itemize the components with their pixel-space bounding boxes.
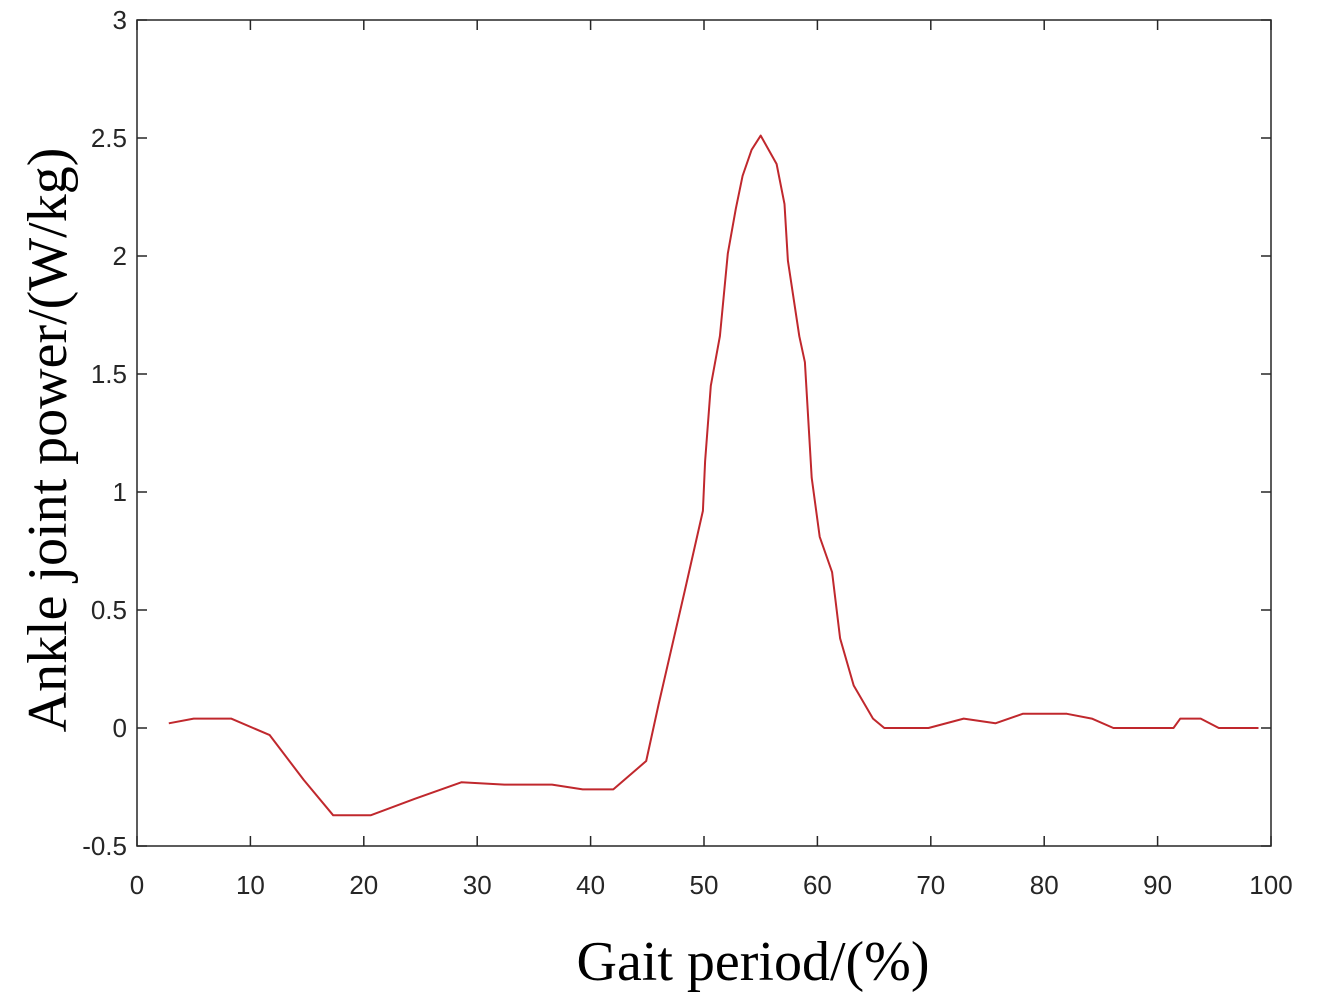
x-tick-label: 70	[916, 870, 945, 900]
x-tick-label: 90	[1143, 870, 1172, 900]
x-tick-label: 50	[690, 870, 719, 900]
y-tick-label: 0	[113, 713, 127, 743]
y-tick-label: -0.5	[82, 831, 127, 861]
x-tick-label: 80	[1030, 870, 1059, 900]
y-tick-label: 1	[113, 477, 127, 507]
y-tick-label: 3	[113, 5, 127, 35]
y-axis: -0.5 0 0.5 1 1.5 2 2.5 3	[82, 5, 1271, 861]
x-tick-label: 30	[463, 870, 492, 900]
y-tick-label: 0.5	[91, 595, 127, 625]
y-tick-label: 2	[113, 241, 127, 271]
series-line	[168, 134, 1259, 817]
x-tick-label: 0	[130, 870, 144, 900]
y-tick-label: 2.5	[91, 123, 127, 153]
x-tick-label: 20	[349, 870, 378, 900]
x-tick-label: 100	[1249, 870, 1292, 900]
y-axis-title: Ankle joint power/(W/kg)	[17, 148, 79, 733]
y-tick-label: 1.5	[91, 359, 127, 389]
x-axis-title: Gait period/(%)	[577, 931, 930, 993]
x-tick-label: 40	[576, 870, 605, 900]
x-axis: 0 10 20 30 40 50 60 70 80 90 100	[130, 20, 1293, 900]
x-tick-label: 10	[236, 870, 265, 900]
x-tick-label: 60	[803, 870, 832, 900]
